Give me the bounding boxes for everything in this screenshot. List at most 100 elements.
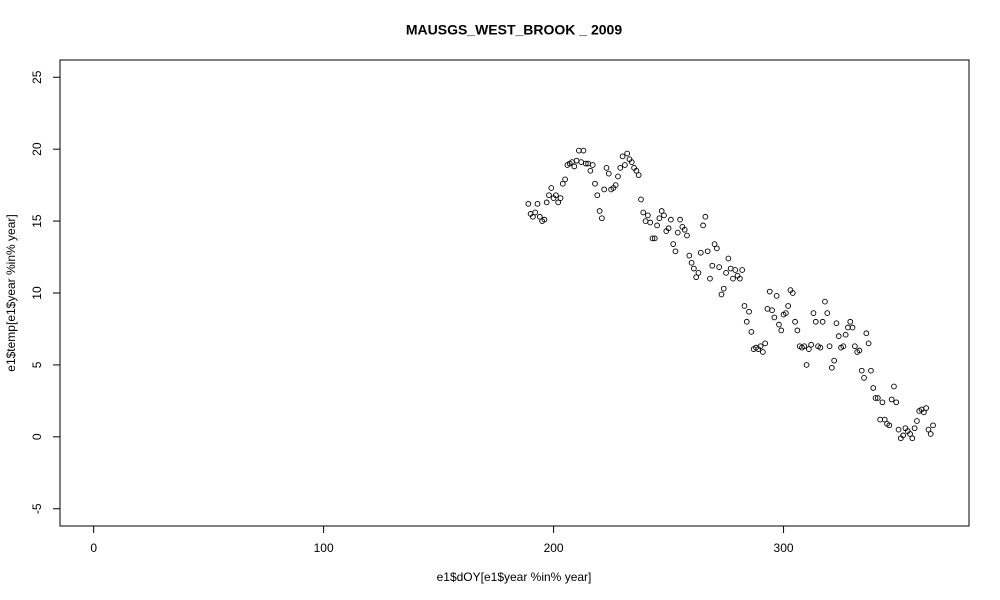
- point: [927, 431, 934, 437]
- x-tick-label: 300: [774, 541, 794, 555]
- point: [900, 432, 906, 439]
- point: [819, 318, 826, 325]
- point: [605, 170, 612, 177]
- point: [794, 327, 801, 334]
- x-tick-label: 200: [544, 541, 564, 555]
- point: [895, 426, 902, 433]
- point: [868, 367, 874, 374]
- point: [619, 153, 626, 160]
- point: [594, 192, 601, 199]
- point: [716, 264, 723, 270]
- plot-box: [59, 59, 970, 527]
- x-tick-label: 100: [314, 541, 334, 555]
- point: [707, 275, 713, 282]
- point: [548, 185, 555, 191]
- point: [907, 431, 913, 437]
- point: [573, 157, 580, 164]
- point: [817, 344, 824, 351]
- point: [909, 435, 916, 442]
- point: [654, 222, 660, 229]
- point: [806, 346, 812, 352]
- y-axis-label: e1$temp[e1$year %in% year]: [4, 214, 18, 371]
- chart-title: MAUSGS_WEST_BROOK _ 2009: [406, 22, 622, 38]
- point: [783, 310, 789, 316]
- point: [587, 167, 594, 174]
- point: [824, 310, 831, 316]
- point: [888, 396, 895, 403]
- point: [693, 274, 700, 281]
- point: [628, 159, 635, 165]
- point: [741, 303, 748, 309]
- y-tick-label: 25: [30, 70, 44, 84]
- point: [891, 383, 897, 390]
- point: [530, 213, 536, 220]
- point: [684, 232, 690, 239]
- point: [580, 147, 587, 154]
- point: [870, 385, 877, 391]
- point: [589, 162, 596, 168]
- point: [635, 172, 642, 178]
- point: [930, 422, 936, 429]
- point: [771, 314, 778, 321]
- point: [656, 215, 663, 222]
- point: [886, 422, 893, 429]
- point: [835, 333, 842, 339]
- point: [746, 308, 752, 315]
- point: [847, 318, 854, 325]
- point: [686, 252, 693, 259]
- point: [612, 182, 619, 188]
- point: [803, 362, 810, 368]
- y-tick-label: 5: [30, 361, 44, 368]
- point: [757, 343, 764, 350]
- point: [881, 416, 888, 423]
- point: [661, 212, 667, 219]
- point: [647, 219, 654, 226]
- point: [658, 208, 665, 214]
- point: [920, 409, 927, 416]
- point: [674, 229, 681, 236]
- y-tick-label: 10: [30, 286, 44, 300]
- point: [640, 209, 647, 216]
- point: [601, 186, 608, 193]
- point: [534, 200, 541, 207]
- point: [737, 275, 743, 282]
- point: [720, 285, 727, 292]
- point: [911, 425, 918, 432]
- point: [923, 405, 929, 411]
- point: [812, 318, 819, 325]
- point: [828, 364, 835, 371]
- point: [592, 180, 598, 187]
- x-axis-label: e1$dOY[e1$year %in% year]: [437, 570, 592, 584]
- point: [826, 343, 833, 350]
- point: [789, 290, 796, 296]
- point: [748, 328, 755, 335]
- point: [727, 265, 734, 272]
- point: [764, 305, 771, 312]
- point: [622, 162, 628, 168]
- point: [822, 298, 828, 305]
- point: [633, 167, 640, 174]
- point: [688, 259, 695, 266]
- point: [559, 180, 566, 187]
- point: [914, 418, 920, 424]
- point: [778, 327, 785, 334]
- point: [714, 245, 720, 252]
- point: [833, 320, 840, 327]
- point: [546, 192, 552, 199]
- point: [672, 248, 679, 255]
- point: [642, 218, 649, 224]
- point: [536, 213, 543, 220]
- point: [665, 225, 672, 232]
- point: [651, 235, 658, 242]
- y-tick-label: 20: [30, 142, 44, 156]
- point: [925, 426, 932, 433]
- point: [858, 367, 865, 374]
- point: [856, 347, 863, 354]
- point: [603, 165, 610, 171]
- point: [849, 324, 856, 331]
- point: [709, 262, 716, 269]
- point: [785, 303, 792, 309]
- point: [677, 216, 683, 223]
- point: [582, 160, 589, 167]
